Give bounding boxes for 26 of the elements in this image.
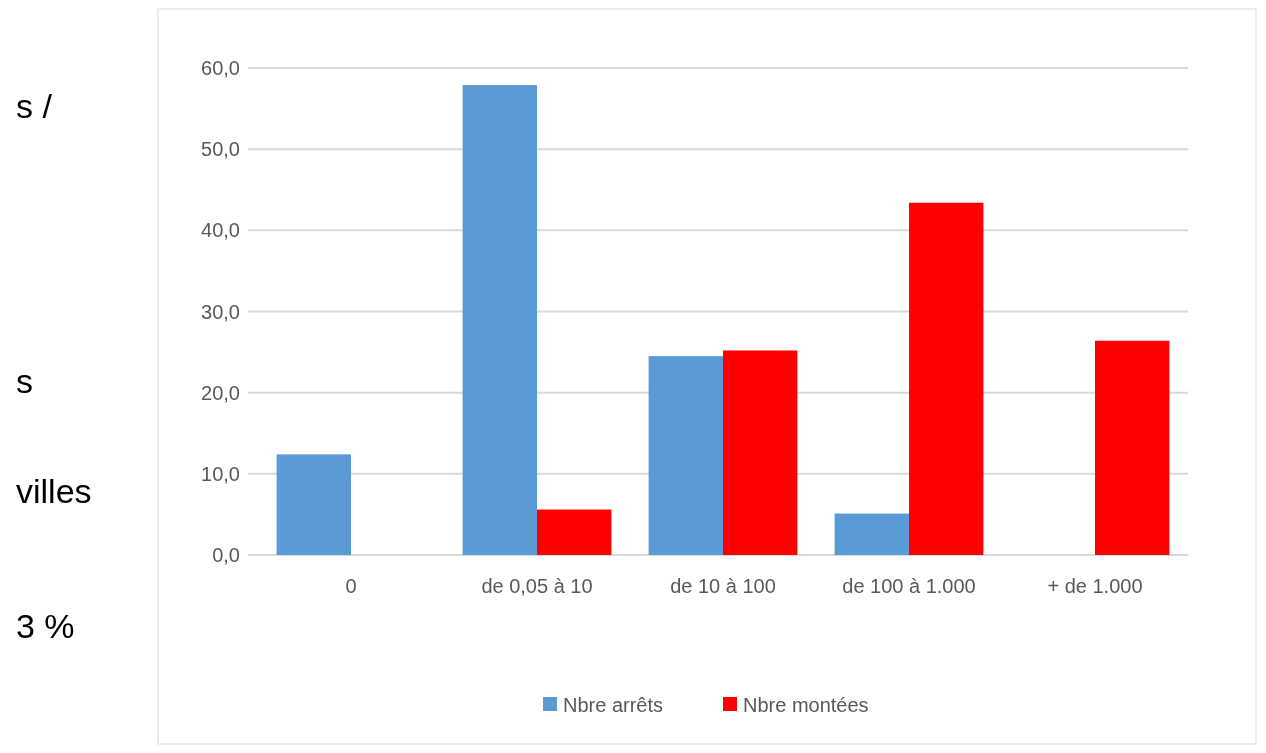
x-tick-label: + de 1.000: [1047, 575, 1143, 597]
x-tick-label: 0: [345, 575, 357, 597]
bar: [723, 350, 798, 555]
bar: [462, 85, 537, 555]
x-tick-label: de 100 à 1.000: [842, 575, 976, 597]
y-tick-label: 30,0: [201, 300, 240, 323]
legend-label: Nbre arrêts: [563, 694, 664, 716]
bar: [276, 454, 351, 555]
y-tick-label: 50,0: [201, 138, 240, 161]
bar: [1095, 340, 1170, 555]
text: 3 %: [16, 607, 75, 645]
x-tick-label: de 0,05 à 10: [481, 575, 593, 597]
y-tick-label: 40,0: [201, 219, 240, 242]
y-tick-label: 60,0: [201, 57, 240, 79]
bar: [834, 513, 909, 555]
bar: [909, 202, 984, 555]
y-tick-label: 0,0: [212, 544, 240, 566]
text: s: [16, 362, 33, 400]
text: s /: [16, 87, 53, 125]
legend-label: Nbre montées: [743, 694, 869, 716]
y-tick-label: 20,0: [201, 381, 240, 404]
bar: [537, 509, 612, 555]
x-tick-label: de 10 à 100: [670, 575, 776, 597]
text: villes: [16, 472, 92, 510]
bar: [648, 356, 723, 555]
y-tick-label: 10,0: [201, 462, 240, 485]
